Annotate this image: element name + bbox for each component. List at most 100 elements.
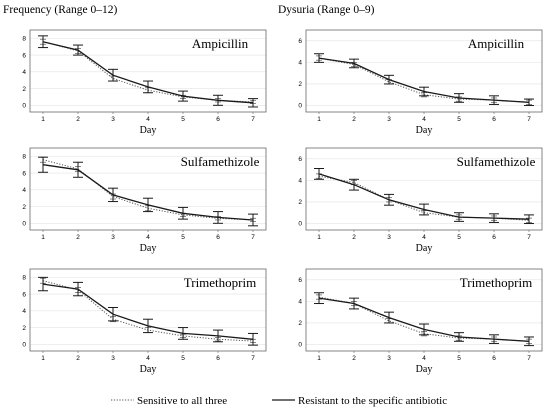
legend: Sensitive to all three Resistant to the … [111,395,447,407]
x-tick-label: 2 [352,116,356,123]
x-tick-label: 4 [146,234,150,241]
y-tick-label: 8 [22,275,26,282]
plot-frame [29,29,267,113]
x-tick-label: 7 [251,234,255,241]
panel-title: Sulfamethizole [457,154,536,169]
x-tick-label: 1 [41,355,45,362]
x-tick-label: 3 [387,355,391,362]
x-tick-label: 7 [527,234,531,241]
y-tick-label: 4 [22,69,26,76]
x-tick-label: 4 [146,116,150,123]
y-tick-label: 4 [298,60,302,67]
legend-label-sensitive: Sensitive to all three [137,395,227,407]
x-tick-label: 1 [41,116,45,123]
y-tick-label: 0 [22,103,26,110]
series-resistant [314,168,534,225]
y-tick-label: 4 [22,308,26,315]
x-tick-label: 2 [76,234,80,241]
y-tick-label: 4 [298,299,302,306]
x-tick-label: 1 [317,234,321,241]
plot-frame [29,268,267,352]
y-tick-label: 6 [298,38,302,45]
panel-title: Trimethoprim [184,275,256,290]
series-line-resistant [318,297,530,342]
plot-frame [305,147,543,231]
x-tick-label: 2 [76,355,80,362]
x-tick-label: 7 [251,116,255,123]
series-resistant [38,276,258,346]
x-tick-label: 3 [387,234,391,241]
series-line-resistant [42,41,254,104]
y-tick-label: 0 [298,103,302,110]
x-tick-label: 2 [76,116,80,123]
panel-sulfamethizole-frequency: 0 2 4 6 8 1 2 3 4 5 6 7 Sulfamethizole Day [22,147,267,254]
panel-grid: 0 2 4 6 8 1 2 3 4 5 6 7 Ampicillin Day 0 2 4 6 1 2 3 4 5 6 7 Ampi… [22,29,543,375]
series-resistant [314,53,534,107]
y-tick-label: 4 [22,187,26,194]
x-tick-label: 7 [251,355,255,362]
y-tick-label: 2 [22,86,26,93]
x-tick-label: 3 [111,355,115,362]
column-title-dysuria: Dysuria (Range 0–9) [278,4,375,16]
x-tick-label: 7 [527,116,531,123]
x-tick-label: 2 [352,234,356,241]
x-tick-label: 1 [41,234,45,241]
y-tick-label: 4 [298,178,302,185]
y-tick-label: 2 [298,199,302,206]
x-tick-label: 4 [422,355,426,362]
x-tick-label: 6 [216,116,220,123]
column-title-frequency: Frequency (Range 0–12) [3,4,117,16]
x-tick-label: 6 [492,355,496,362]
y-tick-label: 2 [22,204,26,211]
y-tick-label: 6 [22,52,26,59]
y-tick-label: 2 [22,325,26,332]
y-tick-label: 6 [298,156,302,163]
series-resistant [38,156,258,227]
y-tick-label: 6 [22,291,26,298]
x-axis-label: Day [140,364,157,375]
plot-frame [305,268,543,352]
x-tick-label: 5 [457,234,461,241]
x-axis-label: Day [416,364,433,375]
x-tick-label: 6 [492,116,496,123]
panel-title: Trimethoprim [460,275,532,290]
y-tick-label: 0 [298,342,302,349]
x-tick-label: 4 [146,355,150,362]
panel-ampicillin-dysuria: 0 2 4 6 1 2 3 4 5 6 7 Ampicillin Day [298,29,543,136]
y-tick-label: 6 [22,170,26,177]
y-tick-label: 8 [22,36,26,43]
y-tick-label: 0 [22,342,26,349]
series-line-resistant [318,173,530,220]
panel-sulfamethizole-dysuria: 0 2 4 6 1 2 3 4 5 6 7 Sulfamethizole Day [298,147,543,254]
x-axis-label: Day [416,243,433,254]
panel-trimethoprim-frequency: 0 2 4 6 8 1 2 3 4 5 6 7 Trimethoprim Day [22,268,267,375]
x-tick-label: 1 [317,355,321,362]
panel-ampicillin-frequency: 0 2 4 6 8 1 2 3 4 5 6 7 Ampicillin Day [22,29,267,136]
y-tick-label: 0 [22,221,26,228]
x-tick-label: 6 [216,355,220,362]
panel-title: Ampicillin [192,36,249,51]
x-axis-label: Day [140,243,157,254]
panel-title: Ampicillin [468,36,525,51]
y-tick-label: 8 [22,154,26,161]
x-tick-label: 4 [422,116,426,123]
x-tick-label: 1 [317,116,321,123]
panel-trimethoprim-dysuria: 0 2 4 6 1 2 3 4 5 6 7 Trimethoprim Day [298,268,543,375]
y-tick-label: 0 [298,221,302,228]
x-axis-label: Day [416,125,433,136]
x-tick-label: 3 [111,116,115,123]
y-tick-label: 2 [298,320,302,327]
series-resistant [314,292,534,347]
x-tick-label: 7 [527,355,531,362]
x-tick-label: 3 [111,234,115,241]
x-tick-label: 6 [492,234,496,241]
series-line-resistant [318,57,530,103]
legend-label-resistant: Resistant to the specific antibiotic [298,395,447,407]
y-tick-label: 2 [298,81,302,88]
x-tick-label: 5 [181,355,185,362]
panel-title: Sulfamethizole [181,154,260,169]
x-tick-label: 5 [181,234,185,241]
x-tick-label: 4 [422,234,426,241]
series-resistant [38,35,258,108]
